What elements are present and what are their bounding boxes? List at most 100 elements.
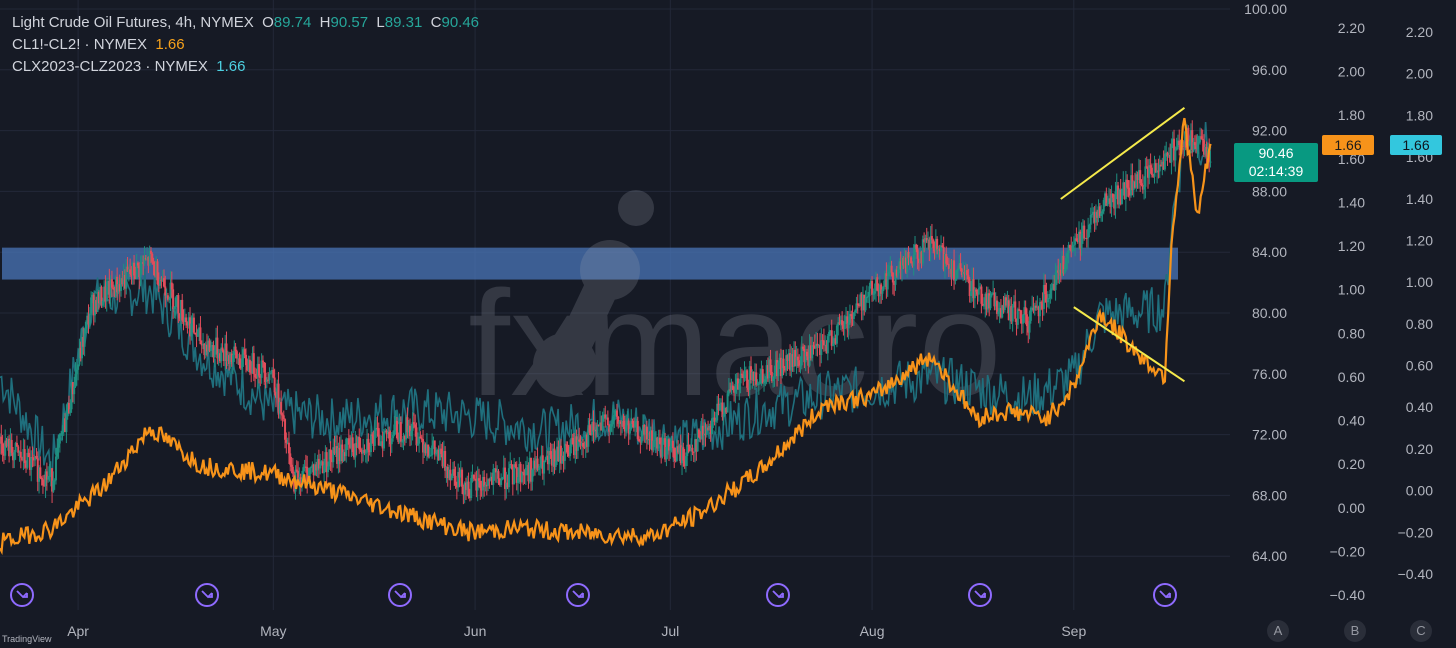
candle-body xyxy=(500,479,503,485)
legend-row-spread1[interactable]: CL1!-CL2! · NYMEX 1.66 xyxy=(12,34,479,56)
candle-body xyxy=(973,289,976,299)
candle-body xyxy=(661,442,664,457)
candle-body xyxy=(498,478,501,485)
candle-body xyxy=(602,414,605,416)
candle-body xyxy=(234,346,237,352)
candle-body xyxy=(561,455,564,464)
event-marker-icon[interactable] xyxy=(766,583,790,607)
candle-body xyxy=(901,257,903,270)
candle-body xyxy=(517,477,520,483)
scale-a-button[interactable]: A xyxy=(1267,620,1289,642)
candle-body xyxy=(477,478,480,481)
event-marker-icon[interactable] xyxy=(566,583,590,607)
candle-body xyxy=(894,269,897,285)
axis-c-tick-label: 1.40 xyxy=(1406,191,1433,207)
candle-body xyxy=(1068,245,1071,248)
candle-body xyxy=(237,358,240,360)
clx-clz-value-tag: 1.66 xyxy=(1390,135,1442,155)
candle-body xyxy=(1193,142,1196,146)
candle-body xyxy=(241,358,244,369)
candle-body xyxy=(176,295,179,298)
candle-body xyxy=(846,316,849,329)
legend-row-main[interactable]: Light Crude Oil Futures, 4h, NYMEX O89.7… xyxy=(12,12,479,34)
candle-body xyxy=(157,284,160,286)
candle-body xyxy=(1195,145,1198,149)
legend-row-spread2[interactable]: CLX2023-CLZ2023 · NYMEX 1.66 xyxy=(12,56,479,78)
candle-body xyxy=(1182,145,1185,147)
candle-body xyxy=(847,322,850,329)
candle-body xyxy=(614,410,617,416)
scale-c-button[interactable]: C xyxy=(1410,620,1432,642)
candle-body xyxy=(670,440,673,447)
candle-body xyxy=(64,418,67,433)
candle-body xyxy=(496,471,499,473)
candle-body xyxy=(759,374,762,384)
candle-body xyxy=(1160,164,1163,166)
candle-body xyxy=(43,485,46,487)
candle-body xyxy=(1050,288,1053,290)
candle-body xyxy=(114,276,117,297)
axis-c-tick-label: 0.00 xyxy=(1406,483,1433,499)
candle-body xyxy=(850,314,853,317)
candle-body xyxy=(769,359,772,372)
candle-body xyxy=(524,467,527,476)
candle-body xyxy=(185,317,188,323)
candle-body xyxy=(398,422,401,442)
candle-body xyxy=(832,343,835,346)
candle-body xyxy=(943,253,946,270)
candle-body xyxy=(1165,152,1168,154)
candle-body xyxy=(252,353,255,374)
legend-close-label: C xyxy=(430,14,442,31)
candle-body xyxy=(540,455,543,467)
axis-c-tick-label: −0.20 xyxy=(1398,524,1434,540)
candle-body xyxy=(381,441,384,449)
candle-body xyxy=(807,356,810,366)
legend-low-value: 89.31 xyxy=(384,14,423,31)
event-marker-icon[interactable] xyxy=(968,583,992,607)
candle-body xyxy=(559,445,562,464)
price-tick-label: 72.00 xyxy=(1252,427,1287,443)
candle-body xyxy=(673,448,676,459)
candle-body xyxy=(742,374,745,379)
candle-body xyxy=(533,460,536,469)
candle-body xyxy=(1054,272,1057,291)
candle-body xyxy=(789,353,792,371)
candle-body xyxy=(179,299,182,319)
candle-body xyxy=(395,420,398,439)
axis-b-tick-label: 1.00 xyxy=(1338,282,1365,298)
event-marker-icon[interactable] xyxy=(388,583,412,607)
candle-body xyxy=(1022,315,1025,324)
candle-body xyxy=(751,371,754,380)
candle-body xyxy=(703,433,706,436)
candle-body xyxy=(459,469,462,478)
candle-body xyxy=(419,436,422,439)
candle-body xyxy=(1107,198,1110,203)
candle-body xyxy=(626,420,629,425)
candle-body xyxy=(327,466,329,473)
candle-body xyxy=(189,317,192,337)
candle-body xyxy=(35,455,38,459)
scale-b-button[interactable]: B xyxy=(1344,620,1366,642)
candle-body xyxy=(940,245,943,251)
axis-b-tick-label: 1.80 xyxy=(1338,107,1365,123)
candle-body xyxy=(67,402,70,413)
candle-body xyxy=(647,439,650,441)
candle-body xyxy=(919,251,922,263)
event-marker-icon[interactable] xyxy=(1153,583,1177,607)
candle-body xyxy=(448,469,451,479)
candle-body xyxy=(679,445,682,464)
candle-body xyxy=(964,270,967,274)
candle-body xyxy=(27,452,30,457)
candle-body xyxy=(399,422,402,442)
candle-body xyxy=(709,425,712,434)
candle-body xyxy=(1170,144,1173,163)
event-marker-icon[interactable] xyxy=(195,583,219,607)
event-marker-icon[interactable] xyxy=(10,583,34,607)
candle-body xyxy=(583,446,586,448)
candle-body xyxy=(87,315,90,325)
candle-body xyxy=(480,488,483,491)
candle-body xyxy=(591,421,594,436)
candle-body xyxy=(34,455,37,461)
